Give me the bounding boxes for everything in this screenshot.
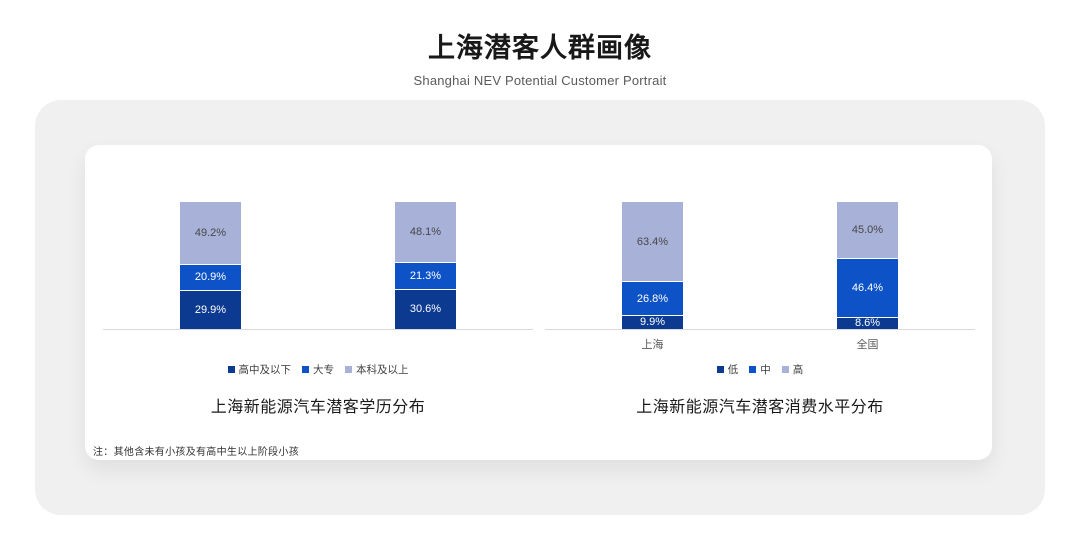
bar-segment-label: 49.2% — [194, 226, 227, 239]
legend-swatch — [781, 366, 789, 373]
bar-segment-label: 63.4% — [636, 235, 669, 248]
legend-item: 中 — [749, 362, 771, 377]
header: 上海潜客人群画像 Shanghai NEV Potential Customer… — [0, 26, 1080, 88]
bar-segment-label: 48.1% — [409, 226, 442, 239]
bar-segment-label: 21.3% — [409, 270, 442, 283]
bar-segment-label: 30.6% — [409, 303, 442, 316]
legend-swatch — [345, 366, 352, 373]
legend-swatch — [749, 366, 757, 373]
consumption-plot-area: 63.4% 26.8% 9.9% 45.0% 46.4% 8.6% — [545, 201, 975, 330]
legend-swatch — [716, 366, 724, 373]
bar-segment: 20.9% — [180, 264, 241, 292]
chart-education: 49.2% 20.9% 29.9% 48.1% 21.3% 30.6% 高中及以下 大专 本科… — [103, 145, 533, 460]
legend-label: 高 — [792, 364, 804, 376]
education-x-axis — [103, 336, 533, 350]
legend-swatch — [227, 366, 235, 373]
education-chart-title: 上海新能源汽车潜客学历分布 — [210, 399, 426, 416]
bar-segment: 8.6% — [837, 318, 898, 329]
legend-label: 低 — [727, 364, 739, 376]
bar-segment-label: 26.8% — [636, 292, 669, 305]
bar-segment: 48.1% — [395, 202, 456, 264]
bar-segment: 9.9% — [622, 316, 683, 329]
bar-segment-label: 45.0% — [851, 224, 884, 237]
legend-label: 大专 — [313, 364, 334, 376]
x-axis-label: 全国 — [856, 339, 879, 351]
bar-segment: 46.4% — [837, 259, 898, 319]
legend-item: 高中及以下 — [227, 362, 292, 377]
consumption-legend: 低中高 — [545, 362, 975, 377]
stacked-bar: 45.0% 46.4% 8.6% — [837, 202, 898, 329]
x-axis-label: 上海 — [641, 339, 664, 351]
stacked-bar: 49.2% 20.9% 29.9% — [180, 202, 241, 329]
bar-segment: 29.9% — [180, 291, 241, 329]
legend-label: 高中及以下 — [238, 364, 292, 376]
bar-segment: 30.6% — [395, 290, 456, 329]
page-subtitle: Shanghai NEV Potential Customer Portrait — [413, 73, 667, 88]
bar-segment: 45.0% — [837, 202, 898, 260]
bar-segment-label: 8.6% — [854, 317, 881, 330]
bar-segment: 63.4% — [622, 201, 683, 283]
consumption-chart-title: 上海新能源汽车潜客消费水平分布 — [636, 399, 884, 416]
legend-item: 低 — [716, 362, 739, 377]
bar-segment-label: 46.4% — [851, 282, 884, 295]
page-title: 上海潜客人群画像 — [428, 33, 652, 63]
legend-swatch — [302, 366, 309, 373]
chart-consumption: 63.4% 26.8% 9.9% 45.0% 46.4% 8.6% 上海 全国 低 中 高 上海… — [545, 145, 975, 460]
chart-card: 49.2% 20.9% 29.9% 48.1% 21.3% 30.6% 高中及以下 大专 本科… — [85, 145, 992, 460]
legend-label: 中 — [760, 364, 771, 376]
legend-item: 高 — [781, 362, 804, 377]
footnote: 注：其他含未有小孩及有高中生以上阶段小孩 — [93, 447, 299, 458]
bar-segment: 49.2% — [180, 202, 241, 265]
education-legend: 高中及以下 大专 本科及以上 — [103, 362, 533, 377]
stacked-bar: 48.1% 21.3% 30.6% — [395, 202, 456, 329]
legend-item: 大专 — [302, 362, 334, 377]
consumption-x-axis: 上海 全国 — [545, 336, 975, 351]
bar-segment-label: 9.9% — [639, 316, 666, 329]
bar-segment: 21.3% — [395, 263, 456, 291]
bar-segment-label: 29.9% — [194, 303, 227, 316]
bar-segment-label: 20.9% — [194, 271, 227, 284]
content-panel: 49.2% 20.9% 29.9% 48.1% 21.3% 30.6% 高中及以下 大专 本科… — [35, 100, 1045, 515]
legend-label: 本科及以上 — [356, 364, 409, 376]
education-plot-area: 49.2% 20.9% 29.9% 48.1% 21.3% 30.6% — [103, 202, 533, 330]
stacked-bar: 63.4% 26.8% 9.9% — [622, 201, 683, 329]
bar-segment: 26.8% — [622, 282, 683, 317]
legend-item: 本科及以上 — [345, 362, 409, 377]
